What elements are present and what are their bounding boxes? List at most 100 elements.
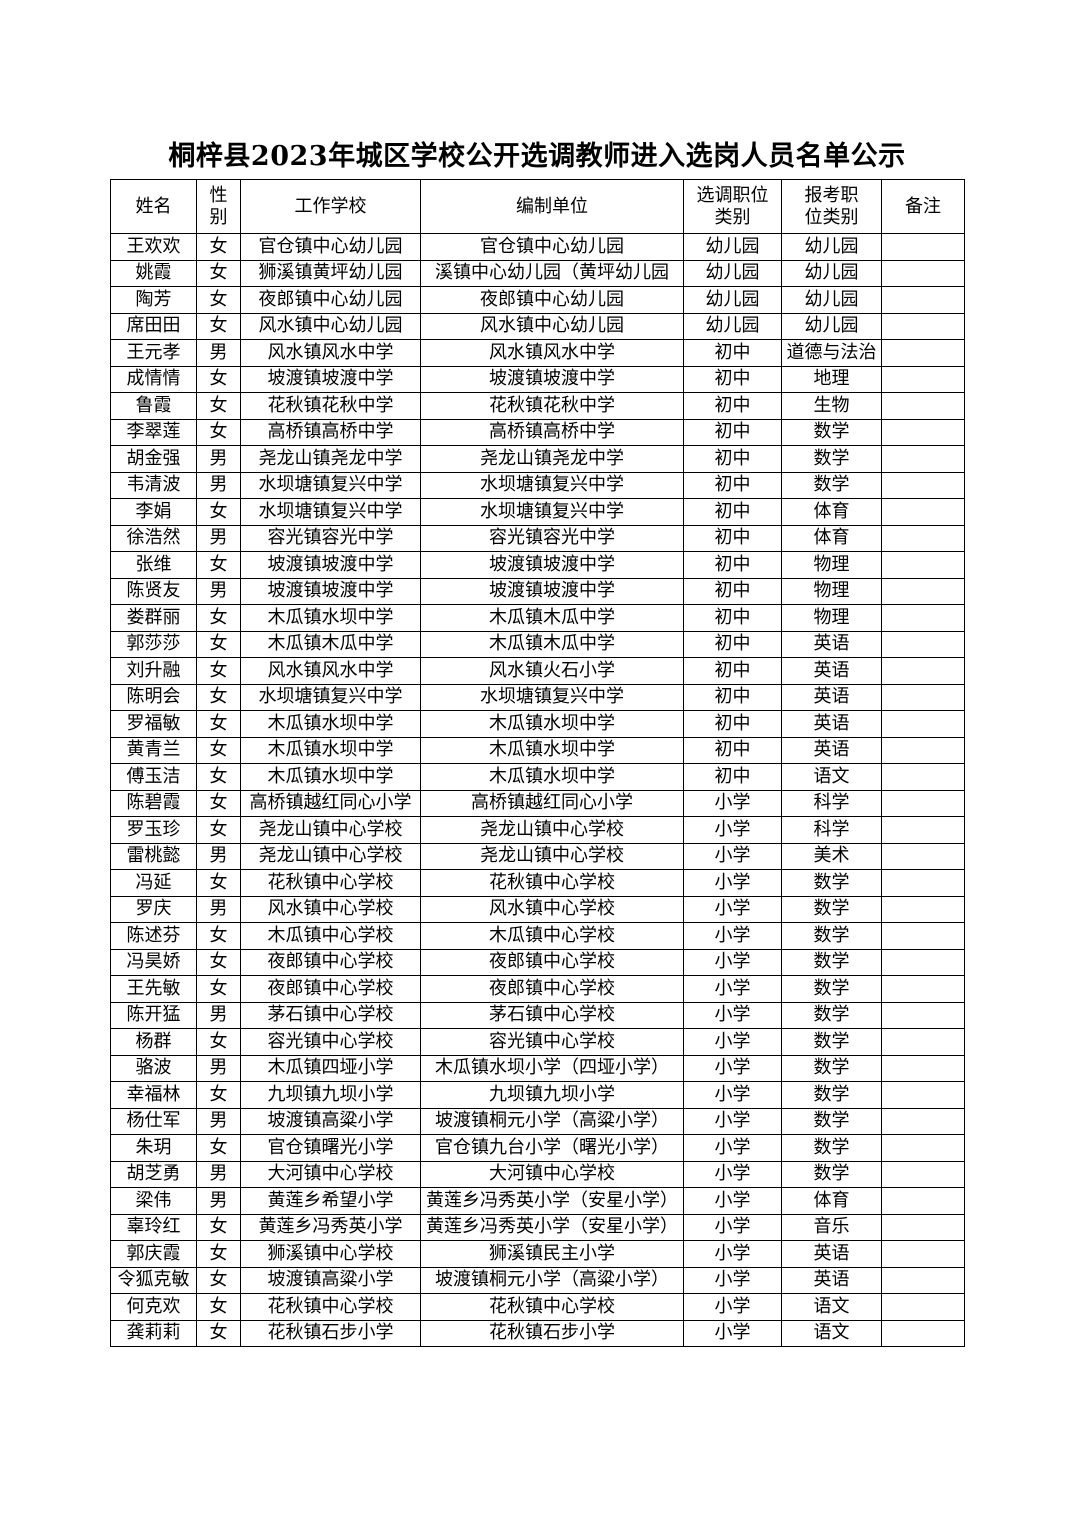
table-row: 冯昊娇女夜郎镇中心学校 夜郎镇中心学校 小学 数学 [110,948,965,976]
cell-transfer-category: 小学 [683,1319,782,1347]
cell-notes [881,418,965,446]
cell-name: 罗福敏 [110,710,197,738]
cell-transfer-category: 小学 [683,1293,782,1321]
cell-transfer-category: 小学 [683,895,782,923]
cell-staffing-unit: 木瓜镇水坝小学（四垭小学） [420,1054,684,1082]
cell-name: 成情情 [110,365,197,393]
table-header-row: 姓名 性别 工作学校 编制单位 选调职位类别 报考职位类别 备注 [110,179,965,234]
cell-notes [881,710,965,738]
cell-staffing-unit: 夜郎镇中心学校 [420,948,684,976]
cell-applied-category: 幼儿园 [781,259,882,287]
cell-name: 王元孝 [110,339,197,367]
cell-transfer-category: 初中 [683,445,782,473]
cell-applied-category: 数学 [781,471,882,499]
cell-gender: 男 [196,339,241,367]
cell-staffing-unit: 花秋镇中心学校 [420,1293,684,1321]
cell-name: 王先敏 [110,975,197,1003]
table-row: 李娟女水坝塘镇复兴中学 水坝塘镇复兴中学 初中 体育 [110,498,965,526]
table-row: 姚霞女狮溪镇黄坪幼儿园 溪镇中心幼儿园（黄坪幼儿园 幼儿园 幼儿园 [110,259,965,287]
table-row: 骆波男木瓜镇四垭小学 木瓜镇水坝小学（四垭小学） 小学 数学 [110,1054,965,1082]
cell-gender: 女 [196,710,241,738]
cell-work-school: 大河镇中心学校 [240,1160,421,1188]
cell-notes [881,1107,965,1135]
table-row: 杨仕军男坡渡镇高粱小学 坡渡镇桐元小学（高粱小学） 小学 数学 [110,1107,965,1135]
cell-name: 姚霞 [110,259,197,287]
cell-gender: 女 [196,1240,241,1268]
cell-transfer-category: 初中 [683,392,782,420]
cell-work-school: 水坝塘镇复兴中学 [240,683,421,711]
cell-gender: 女 [196,286,241,314]
cell-transfer-category: 小学 [683,1028,782,1056]
cell-notes [881,975,965,1003]
cell-work-school: 风水镇中心幼儿园 [240,312,421,340]
cell-gender: 女 [196,1134,241,1162]
cell-transfer-category: 小学 [683,1213,782,1241]
cell-staffing-unit: 风水镇中心幼儿园 [420,312,684,340]
cell-gender: 女 [196,1319,241,1347]
cell-gender: 女 [196,498,241,526]
cell-applied-category: 英语 [781,1240,882,1268]
table-row: 龚莉莉女花秋镇石步小学 花秋镇石步小学 小学 语文 [110,1319,965,1347]
cell-staffing-unit: 大河镇中心学校 [420,1160,684,1188]
cell-notes [881,286,965,314]
cell-staffing-unit: 高桥镇越红同心小学 [420,789,684,817]
cell-staffing-unit: 木瓜镇水坝中学 [420,763,684,791]
cell-transfer-category: 小学 [683,1001,782,1029]
table-row: 陈明会女水坝塘镇复兴中学 水坝塘镇复兴中学 初中 英语 [110,683,965,711]
cell-applied-category: 科学 [781,789,882,817]
table-row: 朱玥女官仓镇曙光小学 官仓镇九台小学（曙光小学） 小学 数学 [110,1134,965,1162]
table-row: 刘升融女风水镇风水中学 风水镇火石小学 初中 英语 [110,657,965,685]
cell-staffing-unit: 黄莲乡冯秀英小学（安星小学） [420,1213,684,1241]
table-row: 李翠莲女高桥镇高桥中学 高桥镇高桥中学 初中 数学 [110,418,965,446]
table-row: 陈贤友男坡渡镇坡渡中学 坡渡镇坡渡中学 初中 物理 [110,577,965,605]
cell-staffing-unit: 夜郎镇中心幼儿园 [420,286,684,314]
cell-staffing-unit: 水坝塘镇复兴中学 [420,683,684,711]
table-row: 黄青兰女木瓜镇水坝中学 木瓜镇水坝中学 初中 英语 [110,736,965,764]
cell-applied-category: 幼儿园 [781,312,882,340]
header-gender: 性别 [196,179,241,234]
cell-transfer-category: 初中 [683,365,782,393]
cell-notes [881,816,965,844]
cell-name: 鲁霞 [110,392,197,420]
cell-work-school: 尧龙山镇中心学校 [240,816,421,844]
cell-staffing-unit: 坡渡镇桐元小学（高粱小学） [420,1107,684,1135]
cell-transfer-category: 初中 [683,630,782,658]
cell-notes [881,763,965,791]
cell-transfer-category: 初中 [683,498,782,526]
cell-transfer-category: 小学 [683,842,782,870]
cell-notes [881,577,965,605]
cell-staffing-unit: 风水镇中心学校 [420,895,684,923]
cell-name: 令狐克敏 [110,1266,197,1294]
cell-gender: 女 [196,418,241,446]
cell-notes [881,259,965,287]
cell-applied-category: 英语 [781,710,882,738]
cell-gender: 男 [196,1054,241,1082]
cell-staffing-unit: 官仓镇九台小学（曙光小学） [420,1134,684,1162]
cell-gender: 女 [196,948,241,976]
cell-transfer-category: 初中 [683,418,782,446]
cell-gender: 女 [196,736,241,764]
cell-work-school: 木瓜镇四垭小学 [240,1054,421,1082]
cell-staffing-unit: 花秋镇石步小学 [420,1319,684,1347]
cell-transfer-category: 初中 [683,524,782,552]
cell-gender: 女 [196,630,241,658]
cell-notes [881,1054,965,1082]
cell-notes [881,365,965,393]
cell-name: 辜玲红 [110,1213,197,1241]
table-row: 胡芝勇男大河镇中心学校 大河镇中心学校 小学 数学 [110,1160,965,1188]
cell-gender: 女 [196,259,241,287]
cell-staffing-unit: 水坝塘镇复兴中学 [420,471,684,499]
cell-notes [881,1134,965,1162]
document-title: 桐梓县2023年城区学校公开选调教师进入选岗人员名单公示 [168,141,906,172]
table-row: 冯延女花秋镇中心学校 花秋镇中心学校 小学 数学 [110,869,965,897]
cell-work-school: 坡渡镇高粱小学 [240,1266,421,1294]
cell-staffing-unit: 木瓜镇水坝中学 [420,736,684,764]
cell-notes [881,842,965,870]
header-name: 姓名 [110,179,197,234]
table-row: 张维女坡渡镇坡渡中学 坡渡镇坡渡中学 初中 物理 [110,551,965,579]
table-row: 罗玉珍女尧龙山镇中心学校 尧龙山镇中心学校 小学 科学 [110,816,965,844]
cell-staffing-unit: 狮溪镇民主小学 [420,1240,684,1268]
cell-transfer-category: 小学 [683,922,782,950]
cell-work-school: 高桥镇越红同心小学 [240,789,421,817]
cell-applied-category: 英语 [781,657,882,685]
